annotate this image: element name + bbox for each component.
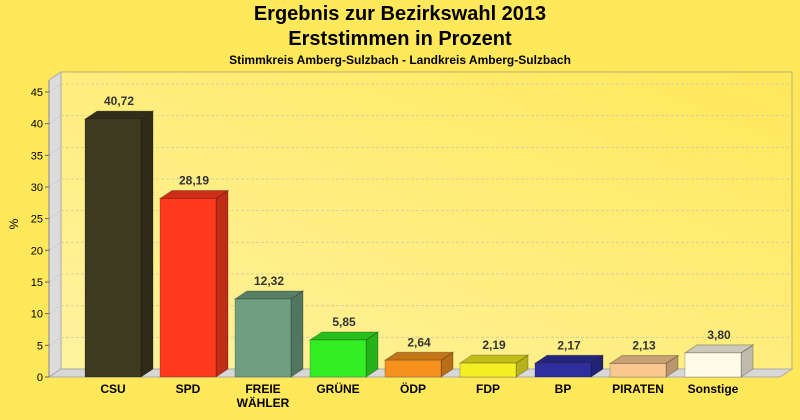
x-tick-label: FDP xyxy=(476,382,500,396)
bar-grüne xyxy=(308,331,380,378)
x-tick-label: CSU xyxy=(100,382,125,396)
data-label: 2,19 xyxy=(482,338,506,352)
bar-front xyxy=(309,339,367,378)
data-label: 2,64 xyxy=(407,335,431,349)
y-tick-label: 25 xyxy=(31,214,43,226)
bar-top xyxy=(158,189,230,199)
x-tick-label: Sonstige xyxy=(688,382,739,396)
chart-subtitle: Stimmkreis Amberg-Sulzbach - Landkreis A… xyxy=(229,53,571,67)
y-tick-label: 20 xyxy=(31,245,43,257)
bar-front xyxy=(384,359,442,378)
bar-top xyxy=(683,344,755,354)
bar-front xyxy=(159,197,217,378)
bar-front xyxy=(534,362,592,378)
gridline-side xyxy=(48,115,62,125)
data-label: 2,13 xyxy=(632,339,656,353)
y-tick-label: 5 xyxy=(37,340,43,352)
bar-front xyxy=(234,298,292,378)
bar-ödp xyxy=(383,351,455,378)
x-tick-label: FREIE xyxy=(245,382,280,396)
bar-top xyxy=(458,354,530,364)
bar-bp xyxy=(533,354,605,378)
data-label: 40,72 xyxy=(104,94,134,108)
bar-freie-wähler xyxy=(233,290,305,378)
data-label: 2,17 xyxy=(557,338,581,352)
gridline-side xyxy=(48,83,62,93)
x-tick-label: WÄHLER xyxy=(237,395,290,410)
gridline-side xyxy=(48,210,62,220)
gridline-side xyxy=(48,305,62,315)
gridline-side xyxy=(48,273,62,283)
chart-title: Ergebnis zur Bezirkswahl 2013 xyxy=(253,3,547,25)
y-tick-label: 45 xyxy=(31,87,43,99)
plot-left-wall xyxy=(48,71,62,378)
gridline-side xyxy=(48,336,62,346)
x-tick-label: GRÜNE xyxy=(316,381,359,396)
bar-top xyxy=(383,351,455,361)
x-tick-label: SPD xyxy=(176,382,201,396)
bar-fdp xyxy=(458,354,530,378)
y-axis-label: % xyxy=(7,218,21,229)
gridline-side xyxy=(48,241,62,251)
bar-spd xyxy=(158,189,230,378)
x-tick-label: PIRATEN xyxy=(612,382,664,396)
bar-sonstige xyxy=(683,343,755,378)
bar-front xyxy=(684,352,742,378)
bar-top xyxy=(608,355,680,365)
y-tick-label: 15 xyxy=(31,277,43,289)
y-tick-label: 0 xyxy=(37,372,43,384)
chart-title-line2: Erststimmen in Prozent xyxy=(288,28,512,50)
bar-piraten xyxy=(608,354,680,378)
bar-side xyxy=(290,290,304,378)
data-label: 12,32 xyxy=(254,274,284,288)
bar-top xyxy=(233,290,305,300)
gridline-side xyxy=(48,178,62,188)
bar-top xyxy=(533,354,605,364)
x-tick-label: ÖDP xyxy=(400,381,426,396)
bar-side xyxy=(215,189,229,378)
bar-front xyxy=(609,363,667,378)
bar-top xyxy=(308,331,380,341)
y-tick-label: 30 xyxy=(31,182,43,194)
bar-front xyxy=(459,362,517,378)
y-tick-label: 40 xyxy=(31,119,43,131)
data-label: 3,80 xyxy=(707,328,731,342)
bar-side xyxy=(140,110,154,378)
data-label: 28,19 xyxy=(179,173,209,187)
bar-csu xyxy=(83,110,155,378)
bar-top xyxy=(83,110,155,120)
y-tick-label: 35 xyxy=(31,150,43,162)
data-label: 5,85 xyxy=(332,315,356,329)
y-tick-label: 10 xyxy=(31,309,43,321)
bar-front xyxy=(84,118,142,378)
x-tick-label: BP xyxy=(555,382,572,396)
gridline-side xyxy=(48,146,62,156)
